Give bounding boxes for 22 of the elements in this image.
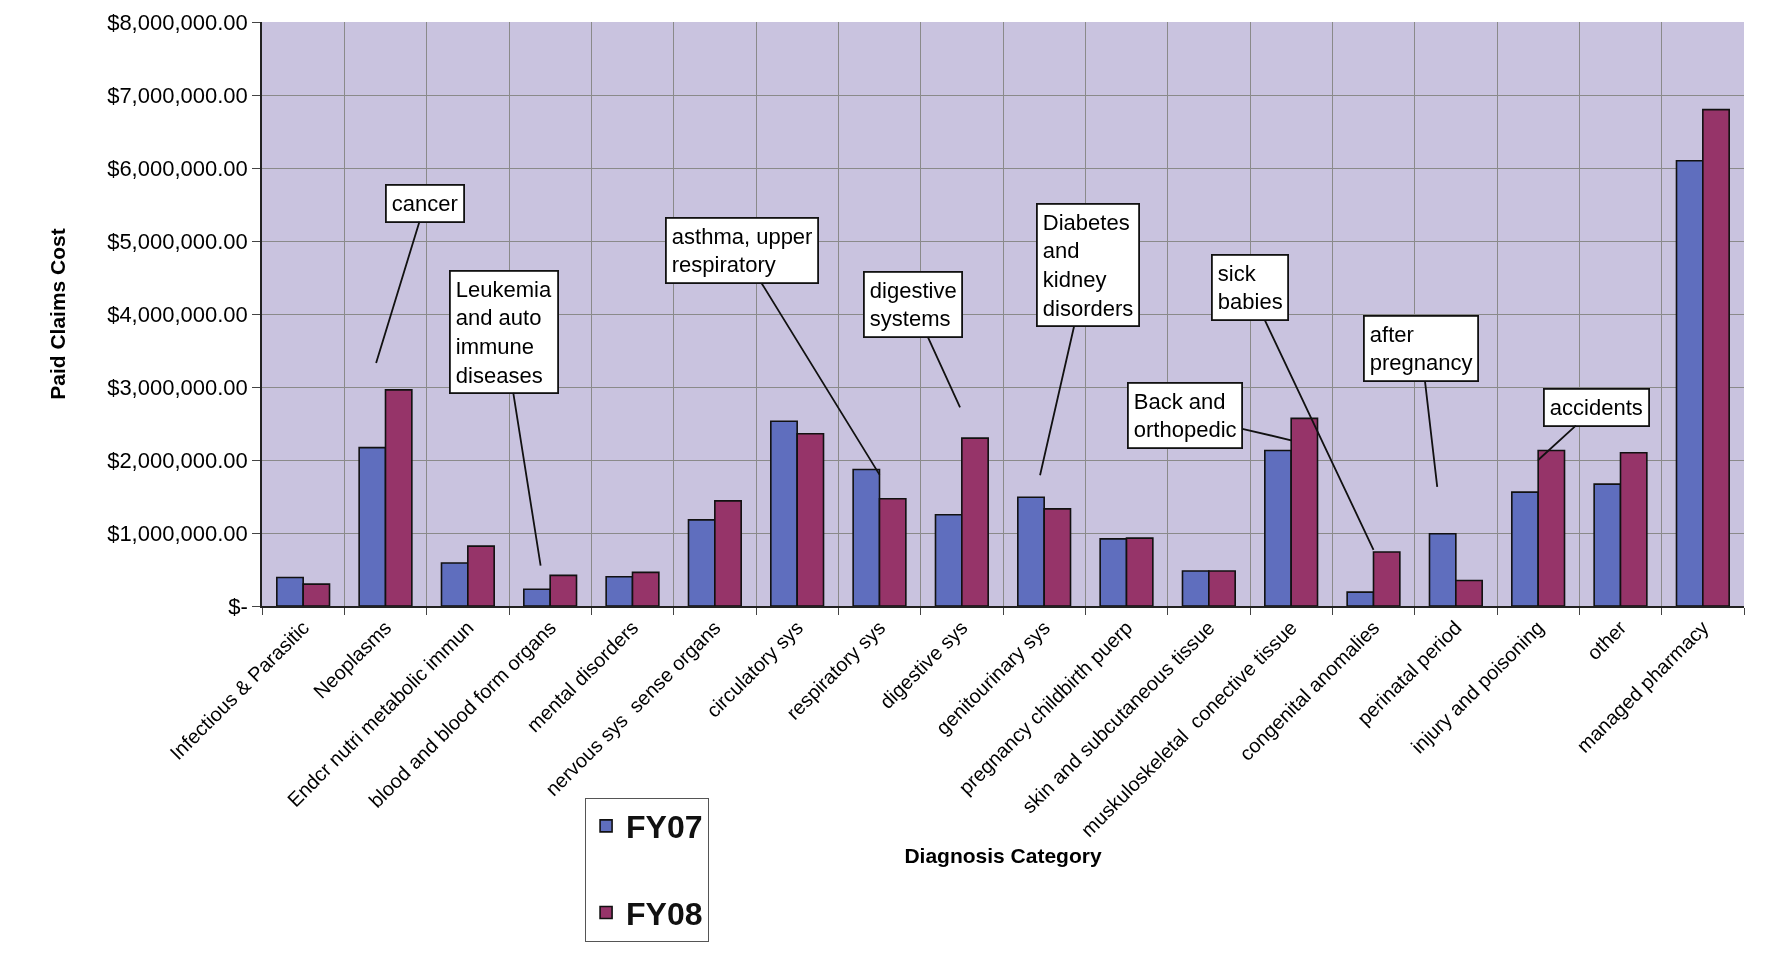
- annotation: digestive systems: [869, 277, 957, 332]
- annotation: asthma, upper respiratory: [671, 223, 813, 278]
- y-tick-label: $6,000,000.00: [107, 155, 248, 181]
- y-tick-label: $5,000,000.00: [107, 228, 248, 254]
- annotation: Back and orthopedic: [1133, 388, 1237, 443]
- y-tick-label: $7,000,000.00: [107, 82, 248, 108]
- annotation: after pregnancy: [1369, 321, 1473, 376]
- legend-label: FY08: [626, 895, 703, 932]
- y-tick-label: $8,000,000.00: [107, 9, 248, 35]
- annotation: accidents: [1549, 394, 1643, 420]
- annotation: Leukemia and auto immune diseases: [455, 276, 552, 388]
- legend-label: FY07: [626, 809, 703, 846]
- y-tick-label: $1,000,000.00: [107, 520, 248, 546]
- y-tick-label: $3,000,000.00: [107, 374, 248, 400]
- annotation: sick babies: [1217, 260, 1283, 315]
- y-axis-title: Paid Claims Cost: [45, 228, 69, 400]
- annotation: Diabetes and kidney disorders: [1042, 209, 1134, 321]
- y-tick-label: $4,000,000.00: [107, 301, 248, 327]
- y-tick-label: $2,000,000.00: [107, 447, 248, 473]
- y-tick-label: $-: [228, 593, 248, 619]
- annotation: cancer: [391, 190, 458, 216]
- x-axis-title: Diagnosis Category: [904, 843, 1102, 867]
